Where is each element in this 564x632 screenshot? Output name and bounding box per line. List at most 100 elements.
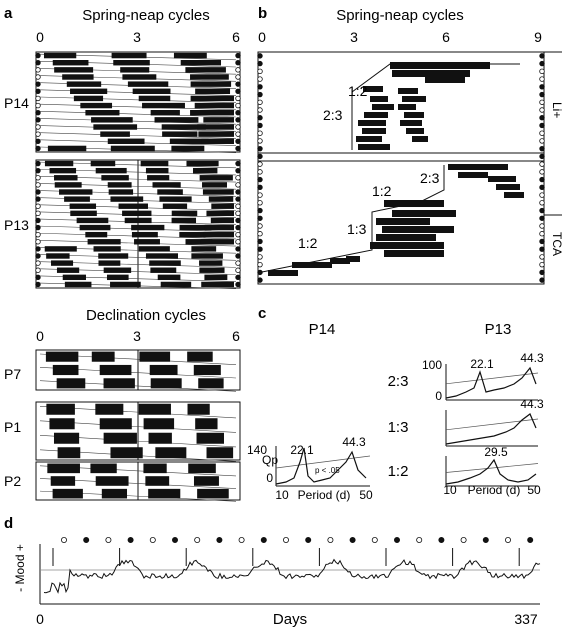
declination-tick-0: 0 [36, 328, 44, 344]
activity-bar [93, 124, 138, 130]
activity-bar [101, 175, 129, 181]
activity-bar [356, 136, 382, 142]
moon-phase-marker [257, 231, 263, 237]
moon-phase-marker [257, 68, 263, 75]
c-right-ytick-100: 100 [422, 358, 442, 372]
moon-phase-marker [127, 537, 134, 544]
moon-phase-marker [539, 184, 545, 191]
activity-bar [85, 110, 120, 116]
drift-line [39, 103, 237, 111]
activity-bar [132, 88, 171, 94]
activity-bar [103, 432, 137, 444]
activity-bar [138, 95, 171, 102]
moon-phase-marker [35, 231, 41, 238]
panel-b-tick-6: 6 [442, 29, 450, 45]
moon-phase-marker [35, 281, 41, 288]
ratio-upper-2-3: 2:3 [323, 107, 343, 123]
activity-bar [122, 74, 157, 80]
moon-phase-marker [539, 115, 545, 121]
c-right-peak-b1: 44.3 [520, 397, 544, 411]
c-left-xtick-10: 10 [275, 488, 289, 502]
activity-bar [148, 488, 181, 499]
moon-phase-marker [235, 175, 241, 181]
activity-bar [91, 351, 115, 362]
activity-bar [103, 378, 135, 389]
panel-d-xstart: 0 [36, 611, 44, 627]
moon-phase-marker [539, 99, 545, 105]
moon-phase-marker [257, 115, 263, 121]
activity-bar [198, 378, 224, 389]
declination-tick-3: 3 [133, 328, 141, 344]
moon-phase-marker [35, 189, 41, 195]
activity-bar [171, 217, 197, 224]
moon-phase-marker [539, 223, 545, 229]
activity-bar [185, 67, 226, 73]
activity-bar [370, 96, 388, 102]
activity-bar [200, 239, 234, 245]
moon-phase-marker [235, 74, 241, 80]
moon-phase-marker [460, 537, 467, 544]
moon-phase-marker [539, 153, 545, 160]
activity-bar [201, 138, 234, 144]
significance-line [445, 463, 539, 473]
activity-bar [56, 267, 80, 273]
activity-bar [64, 281, 92, 288]
activity-bar [398, 104, 416, 110]
activity-bar [145, 167, 169, 174]
activity-bar [468, 164, 508, 170]
moon-phase-marker [235, 224, 241, 231]
activity-bar [162, 203, 188, 209]
activity-bar [47, 463, 80, 474]
moon-phase-marker [35, 217, 41, 224]
activity-bar [188, 463, 216, 474]
moon-phase-marker [539, 145, 545, 152]
moon-phase-marker [35, 95, 41, 102]
activity-bar [191, 246, 217, 252]
activity-bar [93, 246, 121, 252]
activity-bar [106, 274, 129, 281]
moon-phase-marker [235, 110, 241, 116]
moon-phase-marker [35, 267, 41, 273]
activity-bar [54, 67, 94, 73]
activity-bar [199, 260, 223, 266]
activity-bar [110, 196, 144, 202]
activity-bar [80, 102, 113, 109]
activity-bar [398, 88, 418, 94]
moon-phase-marker [35, 253, 41, 259]
moon-phase-marker [35, 110, 41, 116]
activity-bar [194, 102, 234, 109]
moon-phase-marker [539, 76, 545, 82]
activity-bar [155, 447, 187, 459]
activity-bar [185, 239, 213, 245]
activity-bar [203, 117, 234, 123]
moon-phase-marker [235, 102, 241, 109]
moon-phase-marker [257, 91, 263, 98]
moon-phase-marker [539, 91, 545, 98]
moon-phase-marker [257, 138, 263, 144]
moon-phase-marker [257, 192, 263, 198]
activity-bar [124, 217, 152, 224]
moon-phase-marker [539, 130, 545, 136]
activity-bar [203, 231, 234, 238]
moon-phase-marker [35, 117, 41, 123]
activity-bar [358, 144, 390, 150]
moon-phase-marker [257, 153, 263, 160]
moon-phase-marker [539, 192, 545, 198]
activity-bar [87, 239, 121, 245]
moon-phase-marker [257, 207, 263, 214]
activity-bar [372, 104, 394, 110]
raster-p7 [35, 349, 241, 392]
moon-phase-marker [257, 223, 263, 229]
activity-bar [46, 403, 75, 415]
moon-phase-marker [35, 167, 41, 174]
significance-line [445, 372, 539, 385]
activity-bar [412, 136, 428, 142]
activity-bar [64, 196, 90, 202]
panel-a-tick-0: 0 [36, 29, 44, 45]
periodogram-trace-1-2 [445, 458, 537, 485]
activity-bar [363, 86, 383, 92]
moon-phase-marker [235, 67, 241, 73]
moon-phase-marker [482, 537, 489, 544]
moon-phase-marker [194, 537, 201, 544]
moon-phase-marker [539, 261, 545, 268]
